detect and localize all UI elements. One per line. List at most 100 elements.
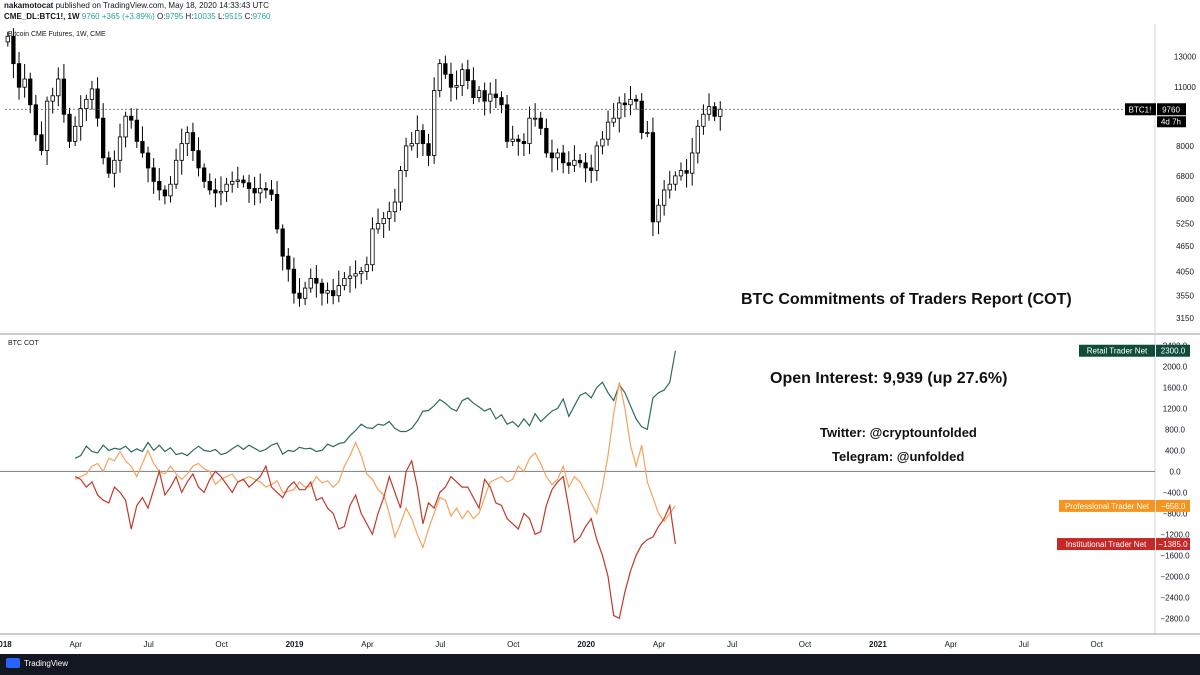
candle-body xyxy=(432,90,437,156)
series-name-label: Professional Trader Net xyxy=(1065,502,1150,511)
candle-body xyxy=(370,228,375,266)
series-name-tag xyxy=(1057,538,1155,551)
series-name-label: Retail Trader Net xyxy=(1087,347,1148,356)
price-tick-label: 4650 xyxy=(1176,242,1194,251)
candle-body xyxy=(673,175,678,185)
candle-body xyxy=(662,189,667,206)
candle-body xyxy=(263,188,268,191)
publish-line: nakamotocat published on TradingView.com… xyxy=(4,1,269,10)
candle-body xyxy=(258,188,263,194)
candle-body xyxy=(516,138,521,142)
last-price-tag-label: 9760 xyxy=(1162,105,1180,114)
cot-tick-label: −2400.0 xyxy=(1160,593,1190,602)
candle-body xyxy=(33,104,38,136)
chart-canvas[interactable]: 13000 11000 8000 6800 6000 5250 4650 4050 3550 31… xyxy=(0,0,1200,654)
time-tick-label: 2021 xyxy=(869,640,887,649)
open-interest-text: Open Interest: 9,939 (up 27.6%) xyxy=(770,370,1008,387)
price-tick-label: 3550 xyxy=(1176,292,1194,301)
candle-body xyxy=(246,182,252,189)
candle-body xyxy=(420,130,426,145)
candle-body xyxy=(701,113,706,127)
candle-body xyxy=(594,145,599,171)
series-value-tag xyxy=(1156,538,1190,551)
candle-body xyxy=(325,290,330,294)
candle-body xyxy=(617,102,622,119)
candle-body xyxy=(695,125,700,154)
candle-body xyxy=(600,138,605,147)
cot-tick-label: 800.0 xyxy=(1165,425,1186,434)
time-tick-label: 2019 xyxy=(286,640,304,649)
chart-background xyxy=(0,24,1200,654)
candle-body xyxy=(415,130,420,145)
candle-body xyxy=(718,108,723,117)
candle-body xyxy=(129,115,134,121)
series-value-tag xyxy=(1156,499,1190,512)
twitter-handle: Twitter: @cryptounfolded xyxy=(820,425,977,440)
chart-title: BTC Commitments of Traders Report (COT) xyxy=(741,291,1072,308)
candle-body xyxy=(213,189,218,194)
candle-body xyxy=(538,117,543,129)
cot-tick-label: −2000.0 xyxy=(1160,572,1190,581)
candle-body xyxy=(499,97,504,106)
candle-body xyxy=(605,121,611,140)
candle-body xyxy=(78,108,83,127)
series-value-label: −658.0 xyxy=(1161,502,1186,511)
candle-body xyxy=(645,132,650,134)
candle-body xyxy=(202,167,207,182)
telegram-handle: Telegram: @unfolded xyxy=(832,449,965,464)
candle-body xyxy=(577,159,583,164)
low-label: L: xyxy=(217,12,225,21)
price-tick-label: 8000 xyxy=(1176,142,1194,151)
candle-body xyxy=(532,117,538,120)
cot-series-line xyxy=(74,382,676,550)
cot-tick-label: 0.0 xyxy=(1169,467,1181,476)
candle-body xyxy=(44,100,50,151)
series-value-label: −1385.0 xyxy=(1158,540,1188,549)
candle-body xyxy=(179,143,184,161)
candle-body xyxy=(544,127,549,154)
time-tick-label: Apr xyxy=(653,640,666,649)
price-tick-label: 5250 xyxy=(1176,220,1194,229)
candle-body xyxy=(291,268,297,294)
candle-body xyxy=(476,90,482,98)
candle-body xyxy=(398,170,403,203)
symbol-name[interactable]: CME_DL:BTC1!, 1W xyxy=(4,12,80,21)
close-value: 9760 xyxy=(252,12,271,21)
low-value: 9515 xyxy=(224,12,243,21)
candle-body xyxy=(22,78,27,88)
candle-body xyxy=(353,273,358,277)
candle-body xyxy=(706,106,712,115)
candle-body xyxy=(319,282,325,294)
candle-body xyxy=(173,159,179,185)
cot-series-line xyxy=(74,350,676,459)
publish-info: published on TradingView.com, May 18, 20… xyxy=(55,1,269,10)
cot-tick-label: 1600.0 xyxy=(1163,383,1188,392)
candle-body xyxy=(230,180,235,185)
candle-body xyxy=(359,271,364,275)
candle-body xyxy=(712,106,717,117)
candle-body xyxy=(50,95,55,102)
time-tick-label: Jul xyxy=(727,640,737,649)
time-tick-label: 2020 xyxy=(577,640,595,649)
candle-body xyxy=(527,117,532,145)
candle-body xyxy=(274,194,280,230)
time-tick-label: Oct xyxy=(215,640,228,649)
price-tick-label: 11000 xyxy=(1174,83,1196,92)
time-tick-label: Oct xyxy=(1090,640,1103,649)
series-value-tag xyxy=(1156,344,1190,357)
candle-body xyxy=(493,93,498,98)
candle-body xyxy=(218,191,224,194)
candle-body xyxy=(566,162,571,166)
price-tick-label: 6000 xyxy=(1176,195,1194,204)
symbol-line: CME_DL:BTC1!, 1W 9760 +365 (+3.89%) O:97… xyxy=(4,12,270,21)
candle-body xyxy=(639,100,644,133)
lower-pane-label: BTC COT xyxy=(8,340,39,347)
candle-body xyxy=(89,88,95,100)
candle-body xyxy=(336,285,341,297)
footer-bar xyxy=(0,654,1200,675)
candle-body xyxy=(690,152,695,174)
candle-body xyxy=(572,159,577,166)
upper-pane-label: Bitcoin CME Futures, 1W, CME xyxy=(8,31,106,38)
cot-tick-label: −400.0 xyxy=(1163,488,1188,497)
candle-body xyxy=(101,117,106,159)
